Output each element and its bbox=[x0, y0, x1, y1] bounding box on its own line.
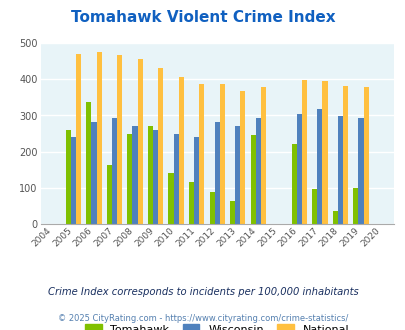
Bar bbox=[296, 114, 301, 224]
Bar bbox=[66, 130, 71, 224]
Bar bbox=[317, 109, 322, 224]
Bar bbox=[214, 122, 219, 224]
Bar bbox=[153, 130, 158, 224]
Bar bbox=[291, 144, 296, 224]
Bar bbox=[117, 55, 122, 224]
Bar bbox=[194, 137, 199, 224]
Bar bbox=[188, 182, 194, 224]
Bar bbox=[112, 118, 117, 224]
Bar bbox=[352, 188, 358, 224]
Bar bbox=[96, 52, 101, 224]
Bar bbox=[342, 86, 347, 224]
Bar bbox=[199, 84, 204, 224]
Bar bbox=[209, 192, 214, 224]
Bar bbox=[132, 126, 137, 224]
Text: Crime Index corresponds to incidents per 100,000 inhabitants: Crime Index corresponds to incidents per… bbox=[47, 287, 358, 297]
Bar bbox=[86, 102, 91, 224]
Bar bbox=[250, 135, 255, 224]
Bar bbox=[322, 82, 327, 224]
Bar bbox=[362, 87, 368, 224]
Bar bbox=[230, 201, 234, 224]
Bar bbox=[137, 59, 143, 224]
Bar bbox=[76, 54, 81, 224]
Text: © 2025 CityRating.com - https://www.cityrating.com/crime-statistics/: © 2025 CityRating.com - https://www.city… bbox=[58, 314, 347, 323]
Bar bbox=[178, 77, 183, 224]
Bar bbox=[260, 87, 265, 224]
Bar bbox=[234, 126, 240, 224]
Bar bbox=[358, 118, 362, 224]
Bar bbox=[255, 118, 260, 224]
Bar bbox=[219, 84, 224, 224]
Bar bbox=[107, 165, 112, 224]
Bar bbox=[91, 122, 96, 224]
Bar bbox=[158, 68, 163, 224]
Bar bbox=[301, 80, 306, 224]
Bar bbox=[71, 137, 76, 224]
Bar bbox=[168, 173, 173, 224]
Bar bbox=[127, 134, 132, 224]
Legend: Tomahawk, Wisconsin, National: Tomahawk, Wisconsin, National bbox=[85, 324, 349, 330]
Bar bbox=[311, 189, 317, 224]
Bar bbox=[337, 116, 342, 224]
Text: Tomahawk Violent Crime Index: Tomahawk Violent Crime Index bbox=[70, 10, 335, 25]
Bar bbox=[332, 211, 337, 224]
Bar bbox=[147, 126, 153, 224]
Bar bbox=[173, 134, 178, 224]
Bar bbox=[240, 91, 245, 224]
